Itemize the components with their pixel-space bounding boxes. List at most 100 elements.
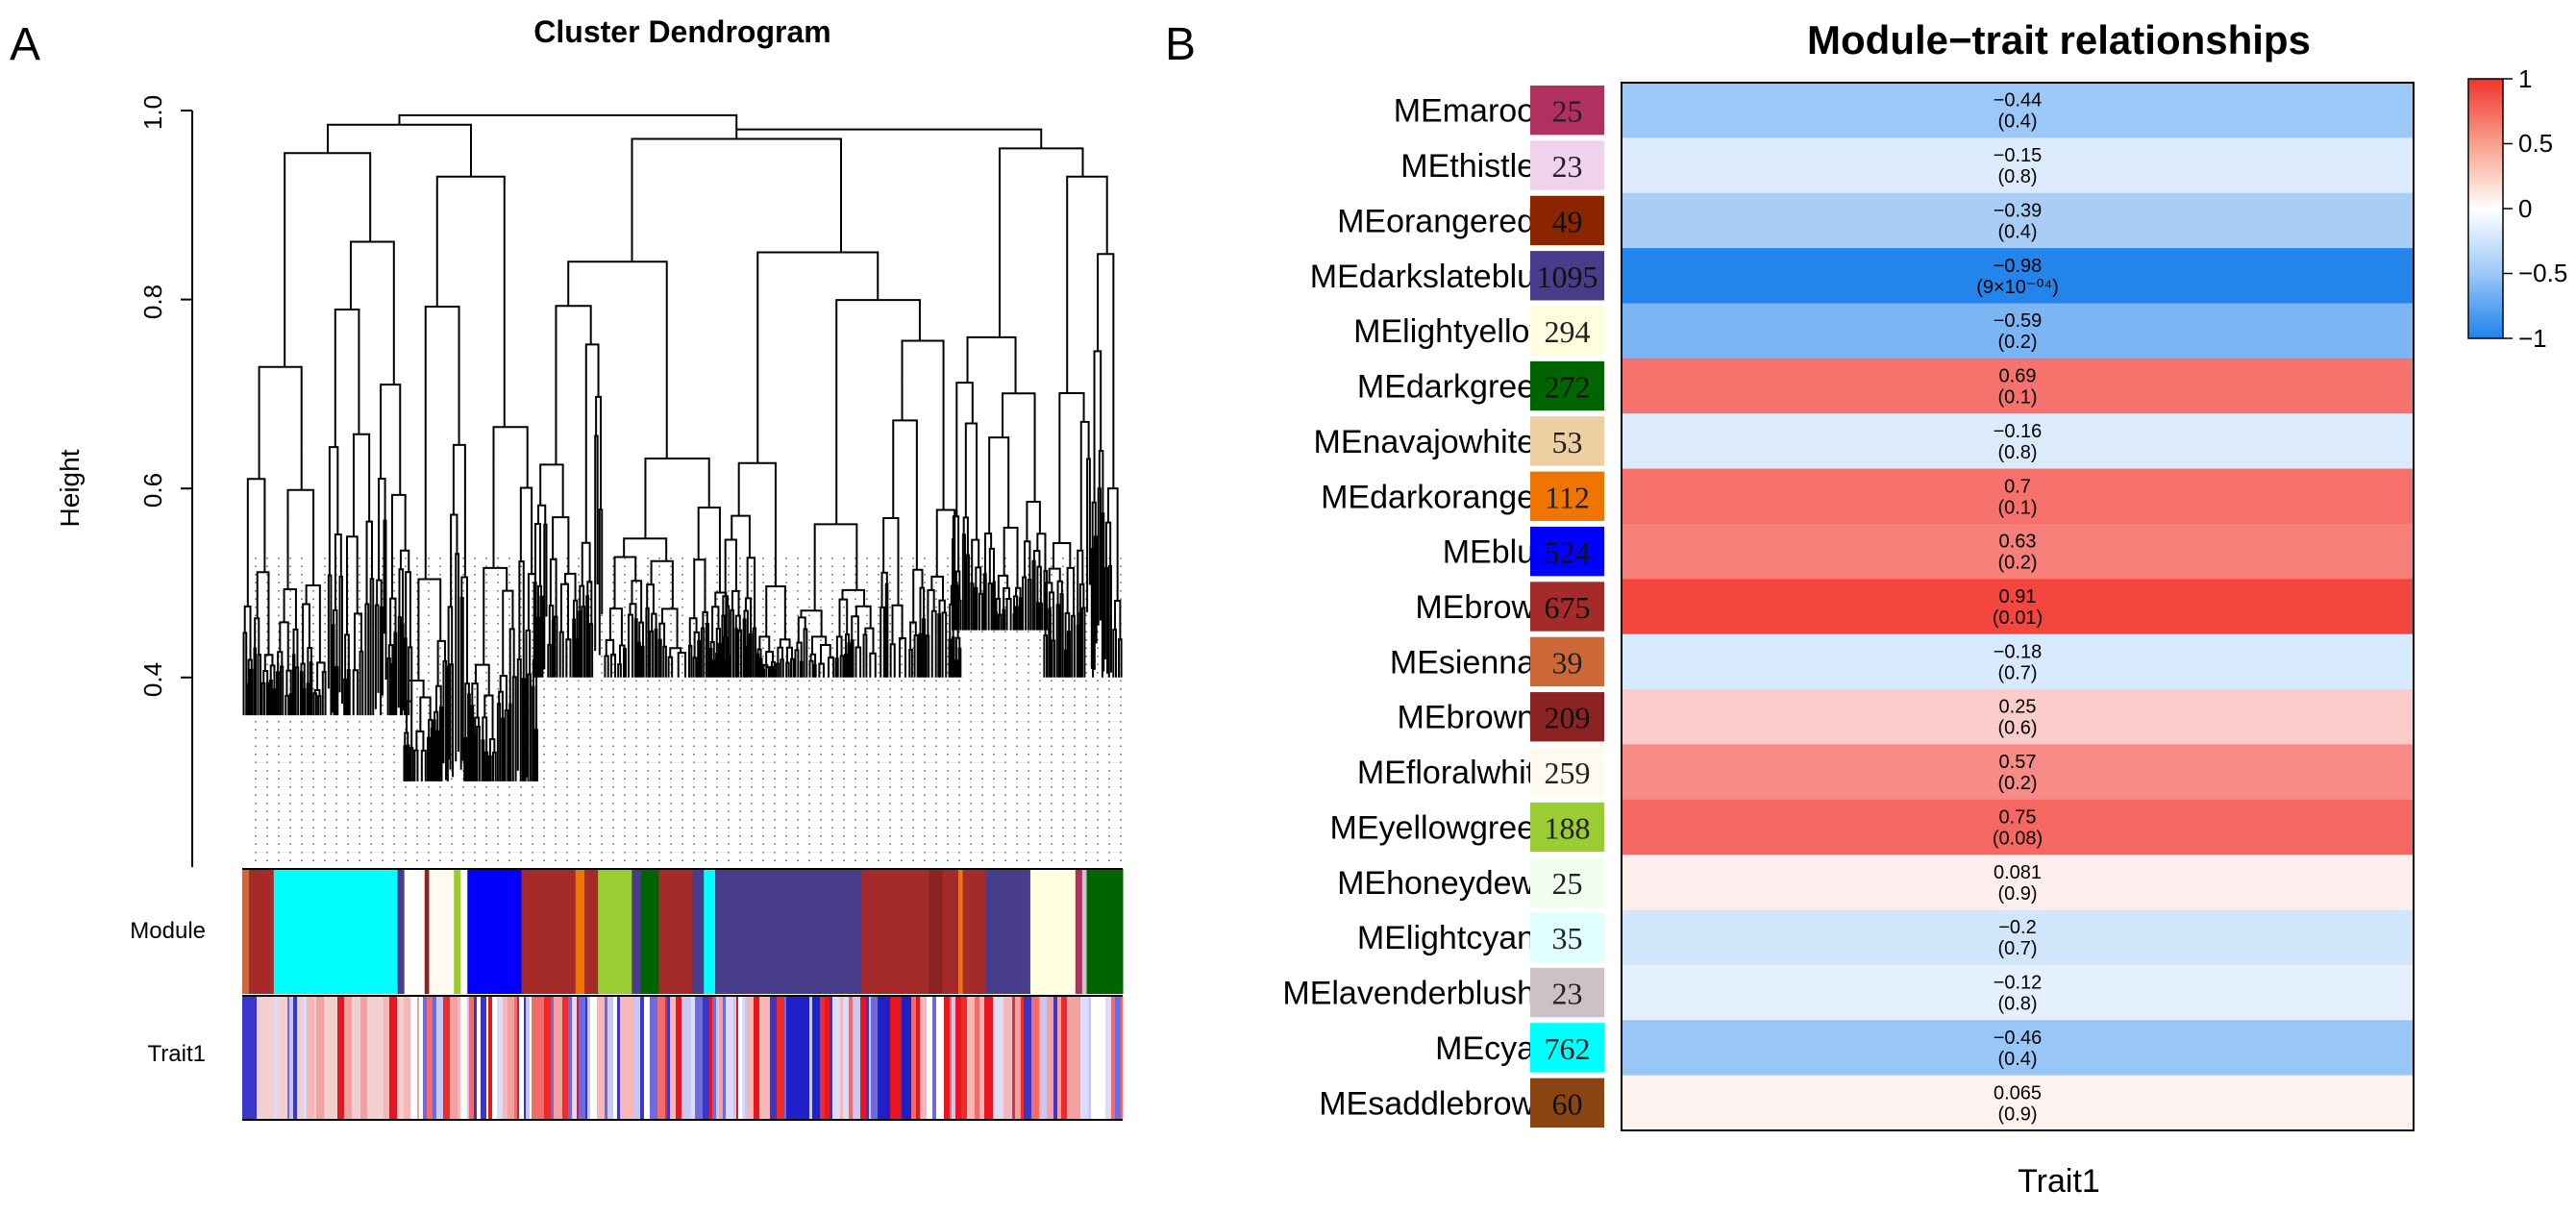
module-size-label: 60 [1552,1086,1583,1121]
module-name-label: MEthistle2 [1400,148,1553,185]
module-bar-segment [521,869,577,994]
module-size-label: 259 [1545,756,1591,790]
p-value-label: (0.1) [1997,497,2037,518]
dendrogram-yticks: 0.4 0.6 0.8 1.0 [138,95,167,697]
correlation-label: 0.69 [1999,366,2037,387]
p-value-label: (0.01) [1993,608,2043,629]
module-color-swatch [1530,912,1604,962]
p-value-label: (0.1) [1997,387,2037,409]
p-value-label: (0.8) [1997,442,2037,463]
heatmap-cell [1622,909,2414,966]
ytick-label-0-6: 0.6 [138,473,167,508]
module-bar-segment [397,869,406,994]
module-bar-segment [424,869,430,994]
module-bar-segment [942,869,959,994]
p-value-label: (0.7) [1997,938,2037,959]
module-size-label: 25 [1552,94,1583,129]
heatmap-cell [1622,413,2414,470]
module-bar-segment [704,869,716,994]
module-bar-segment [957,869,964,994]
module-bar-segment [1081,869,1088,994]
colorbar-tick-1: 1 [2518,64,2532,93]
correlation-label: 0.7 [2004,476,2031,497]
correlation-label: −0.39 [1994,200,2043,221]
p-value-label: (0.9) [1997,1103,2037,1125]
heatmap-cell [1622,192,2414,249]
dendrogram-leaf-guides [255,558,1122,863]
heatmap-cell [1622,248,2414,304]
p-value-label: (0.08) [1993,828,2043,849]
module-bar-segment [1086,869,1124,994]
module-color-swatch [1530,306,1604,356]
module-name-label: MEnavajowhite2 [1314,424,1553,460]
module-bar-segment [249,869,275,994]
correlation-label: −0.98 [1994,256,2043,277]
trait-color-bar [242,995,1124,1121]
module-name-label: MEdarkslateblue [1310,259,1553,295]
module-size-label: 35 [1552,921,1583,955]
module-color-swatch [1530,1078,1604,1128]
correlation-label: 0.081 [1994,862,2042,883]
dendrogram-axis [181,110,193,867]
p-value-label: (9×10⁻⁰⁴) [1976,277,2059,298]
module-bar-segment [1029,869,1077,994]
p-value-label: (0.4) [1997,112,2037,133]
module-color-swatch [1530,526,1604,577]
module-size-label: 762 [1545,1031,1591,1066]
dendrogram-title: Cluster Dendrogram [533,14,830,49]
module-bar-segment [759,869,862,994]
module-size-label: 524 [1545,535,1591,570]
module-name-label: MEmaroon [1394,93,1553,130]
heatmap-cell [1622,303,2414,360]
module-bar-label: Module [130,918,206,944]
p-value-label: (0.4) [1997,221,2037,242]
module-color-swatch [1530,747,1604,797]
module-size-label: 1095 [1537,260,1598,294]
module-size-label: 112 [1545,480,1590,514]
module-name-label: MEdarkgreen [1357,369,1553,406]
correlation-label: −0.59 [1994,310,2043,332]
heatmap-title: Module−trait relationships [1807,17,2311,62]
module-size-label: 294 [1545,314,1591,349]
p-value-label: (0.2) [1997,553,2037,574]
heatmap-cell [1622,1020,2414,1077]
module-color-swatch [1530,636,1604,687]
module-size-label: 188 [1545,810,1591,845]
heatmap-xlabel: Trait1 [2018,1163,2100,1200]
module-bar-segment [429,869,455,994]
correlation-label: −0.46 [1994,1028,2043,1049]
module-bar-segment [467,869,522,994]
module-size-label: 272 [1545,370,1591,405]
module-color-swatch [1530,416,1604,466]
module-bar-segment [273,869,399,994]
p-value-label: (0.8) [1997,166,2037,187]
module-color-swatch [1530,471,1604,521]
heatmap-cell [1622,689,2414,745]
correlation-label: 0.25 [1999,697,2037,718]
module-color-swatch [1530,86,1604,136]
correlation-label: −0.15 [1994,145,2043,166]
heatmap-cell [1622,799,2414,855]
colorbar-ticks: 1 0.5 0 −0.5 −1 [2503,64,2567,353]
module-bar-segment [985,869,1031,994]
heatmap-cell [1622,855,2414,911]
module-bar-segment [575,869,585,994]
heatmap-cell [1622,523,2414,580]
module-name-label: MElightcyan1 [1357,920,1553,956]
module-size-label: 675 [1545,590,1591,625]
module-color-swatch [1530,140,1604,190]
p-value-label: (0.2) [1997,773,2037,794]
module-color-swatch [1530,195,1604,246]
module-bar-segment [714,869,761,994]
module-color-swatch [1530,360,1604,411]
